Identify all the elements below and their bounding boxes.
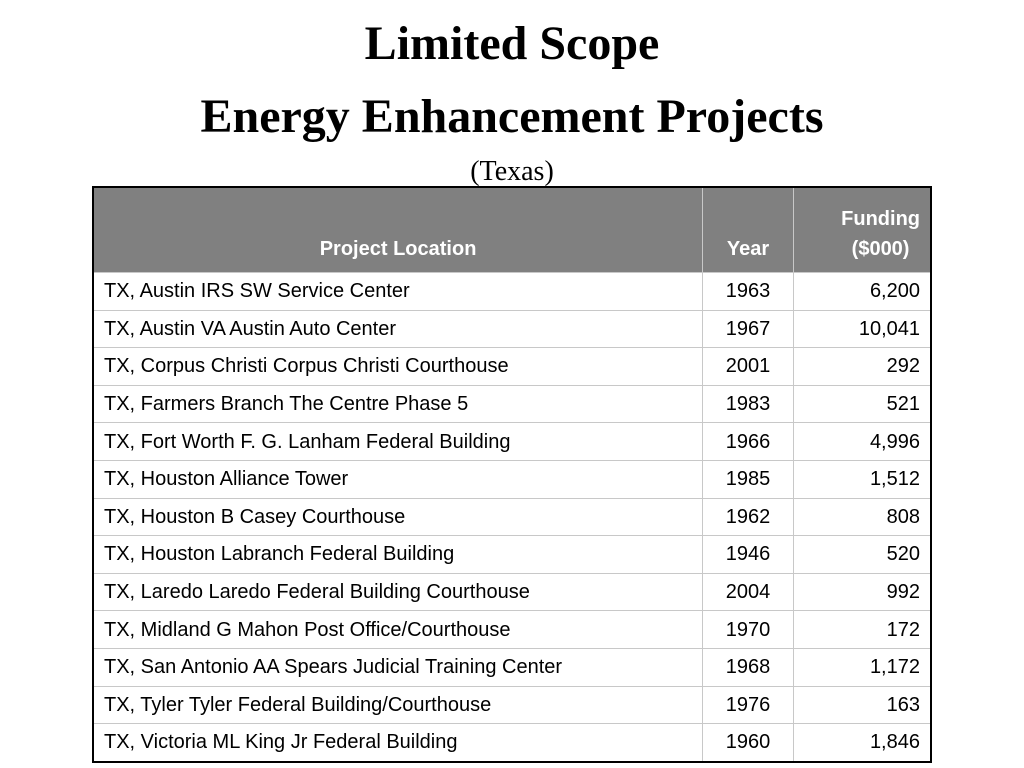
page-title: Limited Scope	[364, 17, 660, 70]
cell-funding: 172	[792, 610, 932, 649]
table-row: TX, Victoria ML King Jr Federal Building…	[92, 723, 932, 763]
cell-funding: 292	[792, 347, 932, 386]
table-body: TX, Austin IRS SW Service Center 1963 6,20…	[92, 272, 932, 763]
cell-funding: 163	[792, 685, 932, 725]
table-header-row: Project Location Year Funding ($000)	[92, 186, 932, 273]
cell-funding: 808	[792, 497, 932, 537]
cell-funding: 10,041	[792, 309, 932, 349]
cell-year: 1976	[702, 685, 794, 725]
column-header-funding-label: Funding	[841, 208, 920, 230]
table-row: TX, Austin VA Austin Auto Center 1967 10,0…	[92, 309, 932, 349]
cell-funding: 4,996	[792, 422, 932, 461]
cell-year: 2001	[702, 347, 794, 386]
cell-location: TX, Houston Alliance Tower	[92, 459, 704, 499]
cell-funding: 1,512	[792, 459, 932, 499]
cell-location: TX, Houston Labranch Federal Building	[92, 535, 704, 574]
cell-year: 1985	[702, 459, 794, 499]
table-row: TX, Houston Alliance Tower 1985 1,512	[92, 459, 932, 499]
page-subtitle: (Texas)	[470, 156, 554, 187]
cell-funding: 520	[792, 535, 932, 574]
cell-funding: 1,846	[792, 723, 932, 763]
table-row: TX, Laredo Laredo Federal Building Court…	[92, 572, 932, 612]
cell-funding: 992	[792, 572, 932, 612]
cell-year: 1963	[702, 272, 794, 311]
table-row: TX, Midland G Mahon Post Office/Courthou…	[92, 610, 932, 649]
column-header-funding-unit: ($000)	[851, 238, 910, 260]
cell-year: 1983	[702, 384, 794, 424]
table-row: TX, Tyler Tyler Federal Building/Courtho…	[92, 685, 932, 725]
page-title-second-line: Energy Enhancement Projects	[200, 90, 824, 143]
cell-location: TX, Farmers Branch The Centre Phase 5	[92, 384, 704, 424]
cell-year: 1960	[702, 723, 794, 763]
table-row: TX, Austin IRS SW Service Center 1963 6,20…	[92, 272, 932, 311]
table-row: TX, Fort Worth F. G. Lanham Federal Buil…	[92, 422, 932, 461]
cell-funding: 1,172	[792, 647, 932, 687]
cell-year: 1970	[702, 610, 794, 649]
projects-table: Project Location Year Funding ($000) TX,…	[92, 186, 932, 763]
cell-location: TX, Houston B Casey Courthouse	[92, 497, 704, 537]
table-row: TX, Corpus Christi Corpus Christi Courth…	[92, 347, 932, 386]
cell-year: 1966	[702, 422, 794, 461]
cell-location: TX, Corpus Christi Corpus Christi Courth…	[92, 347, 704, 386]
column-header-location: Project Location	[92, 186, 704, 273]
column-header-funding: Funding ($000)	[792, 186, 932, 273]
cell-location: TX, Victoria ML King Jr Federal Building	[92, 723, 704, 763]
cell-location: TX, Laredo Laredo Federal Building Court…	[92, 572, 704, 612]
cell-year: 1962	[702, 497, 794, 537]
cell-location: TX, San Antonio AA Spears Judicial Train…	[92, 647, 704, 687]
cell-location: TX, Austin IRS SW Service Center	[92, 272, 704, 311]
cell-location: TX, Fort Worth F. G. Lanham Federal Buil…	[92, 422, 704, 461]
cell-location: TX, Tyler Tyler Federal Building/Courtho…	[92, 685, 704, 725]
cell-year: 1946	[702, 535, 794, 574]
table-row: TX, San Antonio AA Spears Judicial Train…	[92, 647, 932, 687]
cell-year: 2004	[702, 572, 794, 612]
cell-year: 1968	[702, 647, 794, 687]
cell-year: 1967	[702, 309, 794, 349]
cell-funding: 521	[792, 384, 932, 424]
table-row: TX, Houston B Casey Courthouse 1962 808	[92, 497, 932, 537]
cell-location: TX, Midland G Mahon Post Office/Courthou…	[92, 610, 704, 649]
cell-location: TX, Austin VA Austin Auto Center	[92, 309, 704, 349]
table-row: TX, Houston Labranch Federal Building 194…	[92, 535, 932, 574]
cell-funding: 6,200	[792, 272, 932, 311]
table-row: TX, Farmers Branch The Centre Phase 5 198…	[92, 384, 932, 424]
column-header-year: Year	[702, 186, 794, 273]
